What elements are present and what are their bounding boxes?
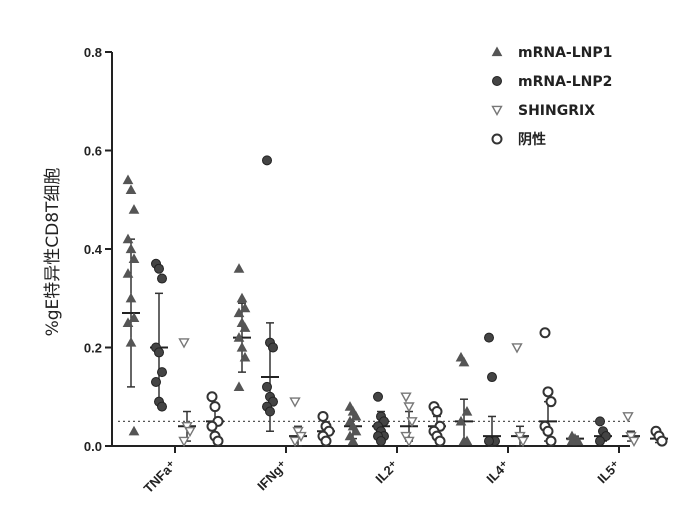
x-tick-label: IL2⁺ bbox=[372, 457, 401, 486]
data-point bbox=[155, 264, 164, 273]
data-point bbox=[263, 156, 272, 165]
legend-entry: 阴性 bbox=[518, 131, 546, 148]
data-point bbox=[319, 412, 328, 421]
data-point bbox=[158, 368, 167, 377]
legend-marker bbox=[493, 77, 502, 86]
legend: mRNA-LNP1 mRNA-LNP2 SHINGRIX 阴性 bbox=[493, 45, 613, 148]
x-tick-label: IL4⁺ bbox=[483, 457, 512, 486]
data-point bbox=[130, 427, 139, 435]
data-point bbox=[127, 245, 136, 253]
data-point bbox=[596, 437, 605, 446]
data-point bbox=[158, 402, 167, 411]
data-point bbox=[124, 176, 133, 184]
data-point bbox=[485, 437, 494, 446]
data-point bbox=[544, 427, 553, 436]
data-point bbox=[658, 437, 667, 446]
y-tick-label: 0.8 bbox=[84, 45, 102, 60]
data-point bbox=[130, 205, 139, 213]
data-point bbox=[541, 328, 550, 337]
data-point bbox=[127, 185, 136, 193]
data-point bbox=[377, 437, 386, 446]
x-tick-label: TNFa⁺ bbox=[141, 457, 180, 496]
legend-entry: SHINGRIX bbox=[518, 103, 595, 119]
x-tick-label: IFNg⁺ bbox=[254, 457, 290, 493]
data-point bbox=[155, 348, 164, 357]
data-point bbox=[433, 407, 442, 416]
data-point bbox=[208, 422, 217, 431]
data-point bbox=[596, 417, 605, 426]
data-point bbox=[547, 397, 556, 406]
legend-marker bbox=[493, 106, 502, 114]
data-point bbox=[544, 387, 553, 396]
x-tick-label: IL5⁺ bbox=[594, 457, 623, 486]
data-point bbox=[238, 294, 247, 302]
data-point bbox=[180, 339, 189, 347]
data-point bbox=[238, 343, 247, 351]
legend-marker bbox=[493, 135, 502, 144]
y-tick-label: 0.2 bbox=[84, 341, 102, 356]
data-point bbox=[485, 333, 494, 342]
data-point bbox=[127, 294, 136, 302]
data-point bbox=[214, 437, 223, 446]
data-point bbox=[127, 338, 136, 346]
data-point bbox=[235, 264, 244, 272]
data-point bbox=[158, 274, 167, 283]
data-point bbox=[208, 392, 217, 401]
data-point bbox=[405, 403, 414, 411]
legend-marker bbox=[493, 48, 502, 56]
data-point bbox=[374, 392, 383, 401]
data-marks bbox=[122, 156, 668, 446]
y-axis-label: %gE特异性CD8T细胞 bbox=[43, 168, 63, 337]
data-point bbox=[152, 377, 161, 386]
data-point bbox=[269, 343, 278, 352]
data-point bbox=[211, 402, 220, 411]
y-tick-label: 0.4 bbox=[84, 242, 103, 257]
y-tick-label: 0.0 bbox=[84, 439, 102, 454]
data-point bbox=[291, 398, 300, 406]
data-point bbox=[513, 344, 522, 352]
data-point bbox=[235, 382, 244, 390]
data-point bbox=[488, 373, 497, 382]
y-tick-label: 0.6 bbox=[84, 144, 102, 159]
data-point bbox=[436, 437, 445, 446]
data-point bbox=[322, 437, 331, 446]
data-point bbox=[624, 413, 633, 421]
legend-entry: mRNA-LNP2 bbox=[518, 74, 612, 90]
data-point bbox=[266, 407, 275, 416]
legend-entry: mRNA-LNP1 bbox=[518, 45, 612, 61]
data-point bbox=[402, 393, 411, 401]
data-point bbox=[263, 382, 272, 391]
data-point bbox=[547, 437, 556, 446]
